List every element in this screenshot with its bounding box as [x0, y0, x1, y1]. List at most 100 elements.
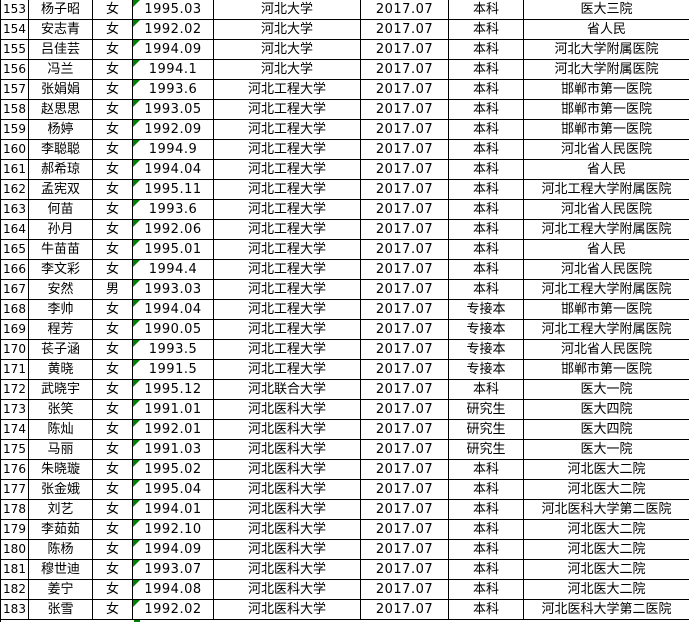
degree-cell[interactable]: 本科 [449, 0, 524, 19]
graduation-date-cell[interactable]: 2017.07 [361, 520, 449, 539]
hospital-cell[interactable]: 医大四院 [524, 400, 689, 419]
hospital-cell[interactable]: 河北省人民医院 [524, 140, 689, 159]
degree-cell[interactable]: 本科 [449, 500, 524, 519]
hospital-cell[interactable]: 河北工程大学附属医院 [524, 220, 689, 239]
university-cell[interactable]: 河北工程大学 [214, 120, 361, 139]
degree-cell[interactable]: 本科 [449, 220, 524, 239]
graduation-date-cell[interactable]: 2017.07 [361, 80, 449, 99]
gender-cell[interactable]: 女 [93, 540, 133, 559]
gender-cell[interactable]: 女 [93, 180, 133, 199]
university-cell[interactable]: 河北工程大学 [214, 240, 361, 259]
hospital-cell[interactable]: 河北工程大学附属医院 [524, 180, 689, 199]
gender-cell[interactable]: 女 [93, 320, 133, 339]
university-cell[interactable]: 河北医科大学 [214, 400, 361, 419]
gender-cell[interactable]: 女 [93, 120, 133, 139]
row-number-cell[interactable]: 161 [1, 160, 29, 179]
university-cell[interactable]: 河北医科大学 [214, 440, 361, 459]
name-cell[interactable]: 李帅 [29, 300, 93, 319]
graduation-date-cell[interactable]: 2017.07 [361, 440, 449, 459]
degree-cell[interactable]: 专接本 [449, 360, 524, 379]
hospital-cell[interactable]: 邯郸市第一医院 [524, 100, 689, 119]
birth-date-cell[interactable]: 1993.6 [133, 80, 214, 99]
birth-date-cell[interactable]: 1994.04 [133, 160, 214, 179]
row-number-cell[interactable]: 167 [1, 280, 29, 299]
name-cell[interactable]: 朱晓璇 [29, 460, 93, 479]
degree-cell[interactable]: 本科 [449, 60, 524, 79]
graduation-date-cell[interactable]: 2017.07 [361, 160, 449, 179]
university-cell[interactable]: 河北工程大学 [214, 340, 361, 359]
birth-date-cell[interactable]: 1994.08 [133, 580, 214, 599]
hospital-cell[interactable]: 河北大学附属医院 [524, 40, 689, 59]
row-number-cell[interactable]: 175 [1, 440, 29, 459]
name-cell[interactable]: 赵思思 [29, 100, 93, 119]
birth-date-cell[interactable]: 1994.09 [133, 540, 214, 559]
hospital-cell[interactable]: 河北工程大学附属医院 [524, 320, 689, 339]
degree-cell[interactable]: 本科 [449, 120, 524, 139]
gender-cell[interactable]: 女 [93, 400, 133, 419]
university-cell[interactable]: 河北工程大学 [214, 80, 361, 99]
hospital-cell[interactable]: 河北医大二院 [524, 580, 689, 599]
row-number-cell[interactable]: 171 [1, 360, 29, 379]
gender-cell[interactable]: 女 [93, 360, 133, 379]
birth-date-cell[interactable]: 1992.06 [133, 220, 214, 239]
birth-date-cell[interactable]: 1994.1 [133, 60, 214, 79]
hospital-cell[interactable]: 医大一院 [524, 380, 689, 399]
hospital-cell[interactable]: 邯郸市第一医院 [524, 300, 689, 319]
graduation-date-cell[interactable]: 2017.07 [361, 40, 449, 59]
name-cell[interactable]: 杨婷 [29, 120, 93, 139]
name-cell[interactable]: 李文彩 [29, 260, 93, 279]
gender-cell[interactable]: 女 [93, 20, 133, 39]
graduation-date-cell[interactable]: 2017.07 [361, 600, 449, 619]
hospital-cell[interactable]: 医大三院 [524, 0, 689, 19]
birth-date-cell[interactable]: 1991.5 [133, 360, 214, 379]
hospital-cell[interactable]: 省人民 [524, 240, 689, 259]
gender-cell[interactable]: 女 [93, 220, 133, 239]
graduation-date-cell[interactable]: 2017.07 [361, 120, 449, 139]
row-number-cell[interactable]: 169 [1, 320, 29, 339]
university-cell[interactable]: 河北医科大学 [214, 600, 361, 619]
hospital-cell[interactable]: 邯郸市第一医院 [524, 80, 689, 99]
hospital-cell[interactable]: 邯郸市第一医院 [524, 360, 689, 379]
birth-date-cell[interactable]: 1993.5 [133, 340, 214, 359]
birth-date-cell[interactable]: 1990.05 [133, 320, 214, 339]
university-cell[interactable]: 河北大学 [214, 20, 361, 39]
degree-cell[interactable]: 本科 [449, 280, 524, 299]
name-cell[interactable]: 牛苗苗 [29, 240, 93, 259]
name-cell[interactable]: 刘艺 [29, 500, 93, 519]
birth-date-cell[interactable]: 1992.01 [133, 420, 214, 439]
hospital-cell[interactable]: 邯郸市第一医院 [524, 120, 689, 139]
degree-cell[interactable]: 本科 [449, 140, 524, 159]
degree-cell[interactable]: 本科 [449, 100, 524, 119]
university-cell[interactable]: 河北医科大学 [214, 420, 361, 439]
degree-cell[interactable]: 专接本 [449, 320, 524, 339]
gender-cell[interactable]: 女 [93, 440, 133, 459]
name-cell[interactable]: 李茹茹 [29, 520, 93, 539]
name-cell[interactable]: 吕佳芸 [29, 40, 93, 59]
name-cell[interactable]: 孙月 [29, 220, 93, 239]
name-cell[interactable]: 陈杨 [29, 540, 93, 559]
degree-cell[interactable]: 本科 [449, 460, 524, 479]
row-number-cell[interactable]: 174 [1, 420, 29, 439]
hospital-cell[interactable]: 医大四院 [524, 420, 689, 439]
graduation-date-cell[interactable]: 2017.07 [361, 140, 449, 159]
row-number-cell[interactable]: 177 [1, 480, 29, 499]
row-number-cell[interactable]: 183 [1, 600, 29, 619]
gender-cell[interactable]: 女 [93, 240, 133, 259]
row-number-cell[interactable]: 159 [1, 120, 29, 139]
birth-date-cell[interactable]: 1994.09 [133, 40, 214, 59]
name-cell[interactable]: 陈灿 [29, 420, 93, 439]
gender-cell[interactable]: 女 [93, 0, 133, 19]
birth-date-cell[interactable]: 1995.01 [133, 240, 214, 259]
name-cell[interactable]: 张金娥 [29, 480, 93, 499]
birth-date-cell[interactable]: 1993.05 [133, 100, 214, 119]
degree-cell[interactable]: 本科 [449, 480, 524, 499]
name-cell[interactable]: 郝希琼 [29, 160, 93, 179]
degree-cell[interactable]: 本科 [449, 520, 524, 539]
degree-cell[interactable]: 专接本 [449, 300, 524, 319]
graduation-date-cell[interactable]: 2017.07 [361, 540, 449, 559]
name-cell[interactable]: 苌子涵 [29, 340, 93, 359]
hospital-cell[interactable]: 河北工程大学附属医院 [524, 280, 689, 299]
birth-date-cell[interactable]: 1993.03 [133, 280, 214, 299]
graduation-date-cell[interactable]: 2017.07 [361, 280, 449, 299]
birth-date-cell[interactable]: 1992.10 [133, 520, 214, 539]
